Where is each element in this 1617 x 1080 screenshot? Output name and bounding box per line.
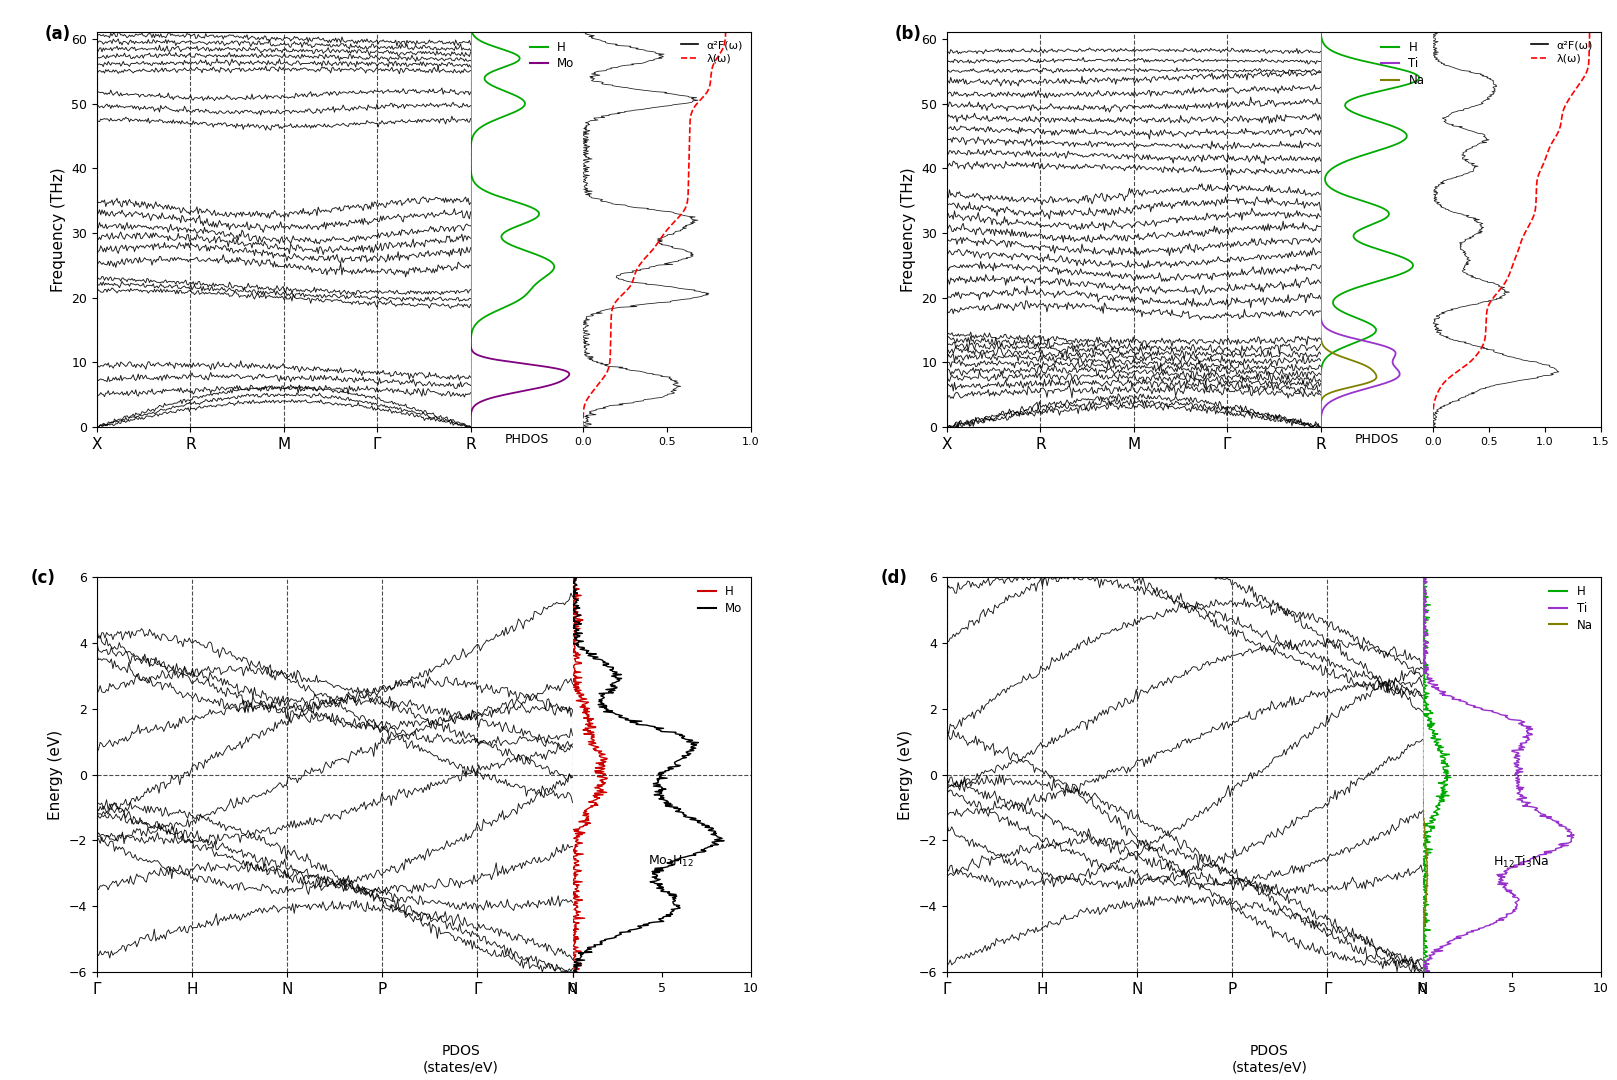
X-axis label: PHDOS: PHDOS: [505, 433, 548, 446]
Text: Mo$_3$H$_{12}$: Mo$_3$H$_{12}$: [647, 854, 694, 869]
Y-axis label: Energy (eV): Energy (eV): [899, 730, 914, 820]
Text: PDOS
(states/eV): PDOS (states/eV): [424, 1044, 498, 1075]
Legend: H, Ti, Na: H, Ti, Na: [1379, 38, 1426, 90]
Text: (a): (a): [45, 25, 71, 42]
X-axis label: PHDOS: PHDOS: [1355, 433, 1399, 446]
Text: H$_{12}$Ti$_3$Na: H$_{12}$Ti$_3$Na: [1492, 853, 1549, 869]
Legend: H, Ti, Na: H, Ti, Na: [1547, 583, 1594, 634]
Y-axis label: Energy (eV): Energy (eV): [49, 730, 63, 820]
Legend: H, Mo: H, Mo: [695, 583, 745, 618]
Y-axis label: Frequency (THz): Frequency (THz): [50, 167, 66, 292]
Text: (d): (d): [880, 569, 907, 588]
Y-axis label: Frequency (THz): Frequency (THz): [901, 167, 915, 292]
Text: (b): (b): [894, 25, 922, 42]
Text: (c): (c): [31, 569, 55, 588]
Legend: H, Mo: H, Mo: [527, 38, 577, 72]
Legend: α²F(ω), λ(ω): α²F(ω), λ(ω): [679, 38, 745, 66]
Text: PDOS
(states/eV): PDOS (states/eV): [1232, 1044, 1307, 1075]
Legend: α²F(ω), λ(ω): α²F(ω), λ(ω): [1530, 38, 1596, 66]
